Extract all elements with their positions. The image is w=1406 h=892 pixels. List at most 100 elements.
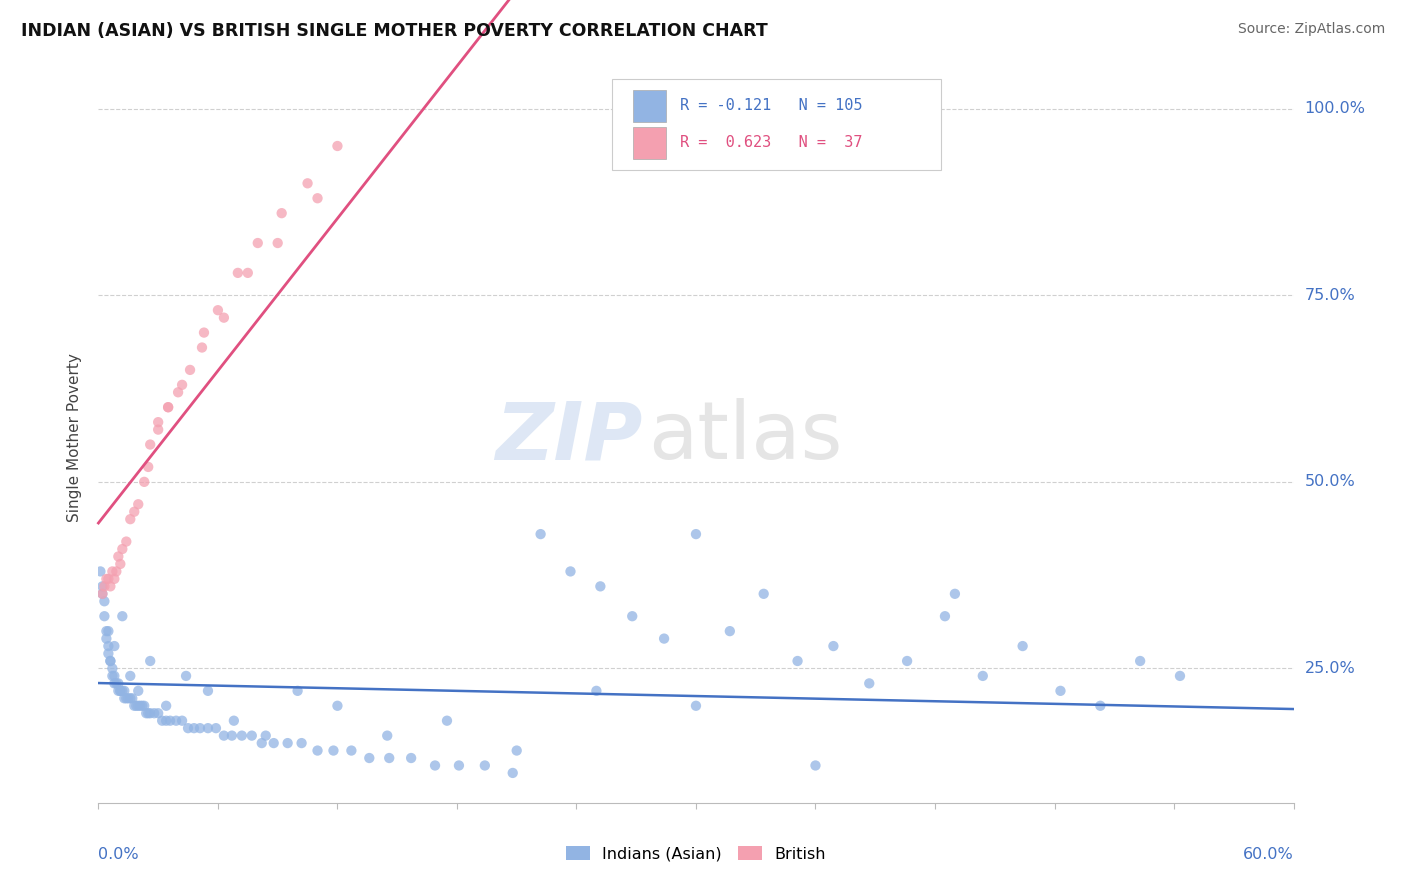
Point (127, 698, 149, 713)
Point (115, 691, 138, 706)
Point (129, 698, 152, 713)
Point (91, 579, 114, 593)
Text: 0.0%: 0.0% (98, 847, 139, 862)
Point (858, 676, 880, 690)
Point (250, 736, 273, 750)
Point (157, 401, 180, 415)
Point (212, 310, 235, 325)
Point (685, 698, 707, 713)
Point (718, 624, 741, 639)
Point (120, 512, 142, 526)
Point (823, 639, 845, 653)
Y-axis label: Single Mother Poverty: Single Mother Poverty (67, 352, 83, 522)
Text: 50.0%: 50.0% (1305, 475, 1355, 490)
Point (103, 676, 125, 690)
Point (267, 235, 290, 250)
Text: 75.0%: 75.0% (1305, 288, 1355, 302)
Point (134, 698, 156, 713)
Text: R =  0.623   N =  37: R = 0.623 N = 37 (681, 136, 863, 151)
Point (287, 683, 309, 698)
Point (159, 714, 181, 728)
Point (91, 587, 114, 601)
Point (111, 683, 134, 698)
Point (103, 639, 125, 653)
Point (621, 609, 644, 624)
Point (91, 587, 114, 601)
Point (148, 415, 170, 429)
Point (101, 565, 124, 579)
Point (110, 557, 132, 571)
Point (589, 579, 612, 593)
Point (197, 683, 219, 698)
Text: 60.0%: 60.0% (1243, 847, 1294, 862)
Point (136, 706, 159, 721)
Point (139, 437, 162, 451)
Point (474, 758, 496, 772)
Point (179, 363, 201, 377)
Point (231, 729, 253, 743)
Text: Source: ZipAtlas.com: Source: ZipAtlas.com (1237, 22, 1385, 37)
Point (97, 639, 120, 653)
Text: 100.0%: 100.0% (1305, 101, 1365, 116)
Point (96, 624, 118, 639)
Point (291, 736, 314, 750)
Point (157, 401, 180, 415)
Point (93, 609, 115, 624)
Point (120, 669, 142, 683)
Point (110, 683, 132, 698)
Point (786, 654, 808, 668)
Point (326, 139, 349, 153)
Point (98, 579, 122, 593)
Point (378, 751, 401, 765)
Point (167, 385, 190, 400)
Point (107, 549, 129, 564)
Point (340, 743, 363, 757)
Point (652, 632, 675, 646)
Point (110, 683, 132, 698)
Point (1090, 698, 1112, 713)
Point (896, 654, 918, 668)
FancyBboxPatch shape (613, 78, 941, 170)
Point (121, 691, 143, 706)
Point (97, 572, 120, 586)
Point (155, 698, 177, 713)
Text: atlas: atlas (648, 398, 842, 476)
Point (685, 527, 707, 541)
Text: INDIAN (ASIAN) VS BRITISH SINGLE MOTHER POVERTY CORRELATION CHART: INDIAN (ASIAN) VS BRITISH SINGLE MOTHER … (21, 22, 768, 40)
Point (197, 721, 219, 735)
Point (1129, 654, 1152, 668)
Point (136, 459, 159, 474)
Point (226, 266, 249, 280)
Point (423, 758, 446, 772)
Point (127, 683, 149, 698)
Point (447, 758, 470, 772)
Point (207, 303, 229, 318)
Point (1011, 639, 1033, 653)
Point (240, 729, 263, 743)
Point (212, 729, 235, 743)
Point (127, 497, 149, 511)
Text: ZIP: ZIP (495, 398, 643, 476)
Point (103, 572, 125, 586)
Point (530, 527, 553, 541)
Point (107, 676, 129, 690)
Point (93, 594, 115, 608)
Point (193, 326, 215, 340)
Point (125, 698, 148, 713)
Point (112, 683, 135, 698)
Point (177, 721, 200, 735)
Point (155, 714, 177, 728)
Point (134, 475, 156, 489)
Point (115, 534, 138, 549)
Point (135, 706, 157, 721)
Point (326, 698, 349, 713)
Point (165, 714, 187, 728)
Point (131, 698, 153, 713)
Point (205, 721, 228, 735)
Point (246, 235, 269, 250)
Point (399, 751, 422, 765)
Point (254, 729, 277, 743)
Point (222, 714, 245, 728)
Point (191, 341, 214, 355)
Bar (633, 127, 666, 159)
